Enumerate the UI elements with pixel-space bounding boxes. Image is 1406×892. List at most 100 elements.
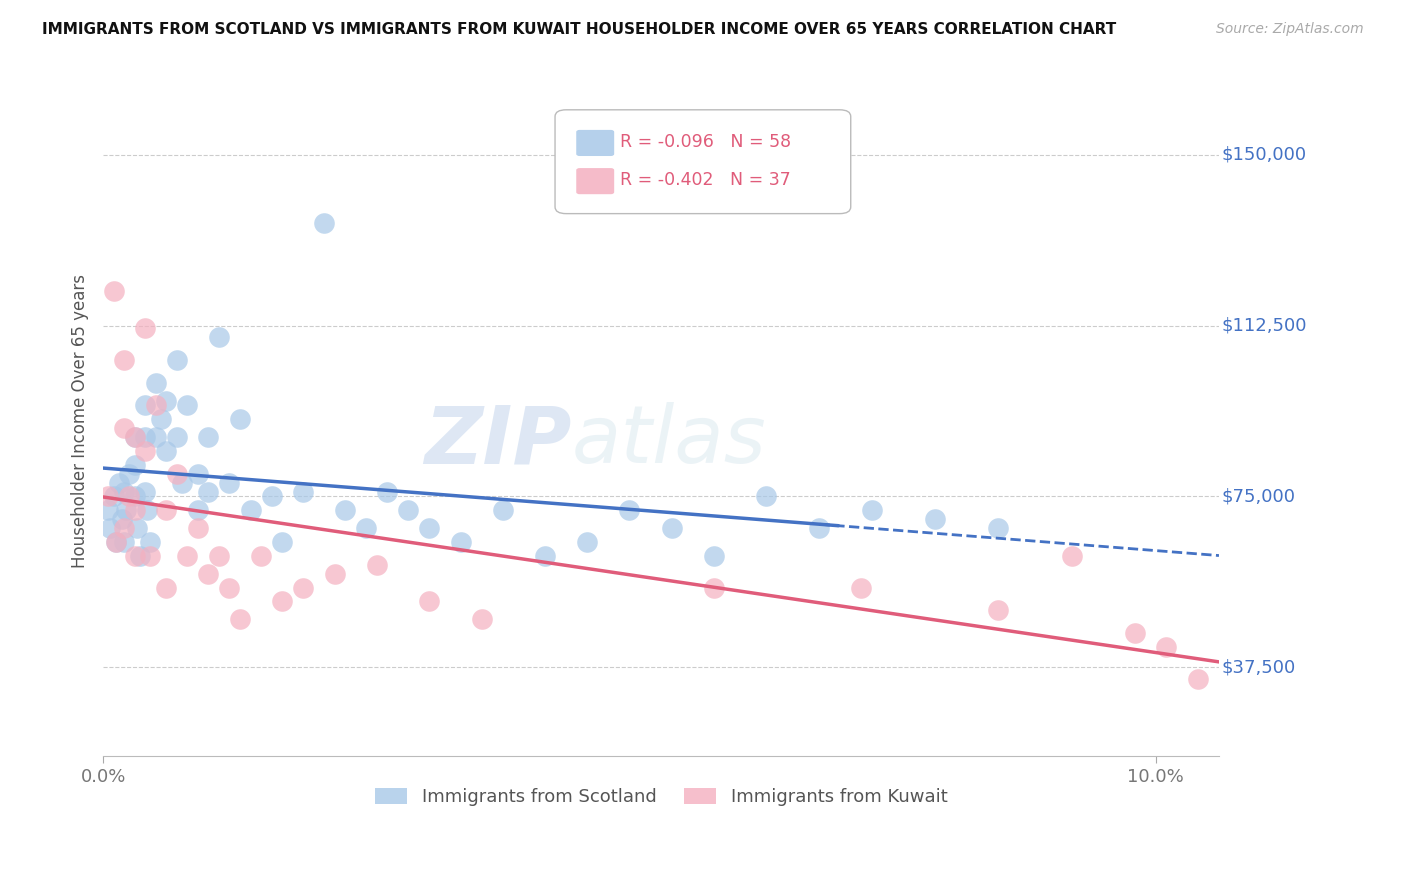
- Text: R = -0.096   N = 58: R = -0.096 N = 58: [620, 133, 792, 151]
- Point: [807, 521, 830, 535]
- Point: [166, 352, 188, 367]
- Point: [1187, 672, 1209, 686]
- Point: [176, 549, 198, 563]
- Point: [112, 521, 135, 535]
- Point: [155, 443, 177, 458]
- Point: [97, 490, 120, 504]
- Point: [229, 412, 252, 426]
- Point: [103, 285, 125, 299]
- Point: [1123, 626, 1146, 640]
- Text: ZIP: ZIP: [425, 402, 572, 481]
- Point: [396, 503, 419, 517]
- Point: [134, 484, 156, 499]
- Point: [471, 612, 494, 626]
- Point: [375, 484, 398, 499]
- Point: [166, 430, 188, 444]
- Point: [229, 612, 252, 626]
- Point: [208, 549, 231, 563]
- Point: [134, 443, 156, 458]
- Point: [703, 549, 725, 563]
- Text: Source: ZipAtlas.com: Source: ZipAtlas.com: [1216, 22, 1364, 37]
- Point: [118, 490, 141, 504]
- Point: [124, 549, 146, 563]
- Point: [924, 512, 946, 526]
- Point: [335, 503, 357, 517]
- Point: [112, 352, 135, 367]
- Point: [145, 398, 167, 412]
- Point: [314, 216, 336, 230]
- Point: [118, 467, 141, 481]
- Point: [155, 393, 177, 408]
- Point: [136, 503, 159, 517]
- Point: [218, 475, 240, 490]
- Text: $75,000: $75,000: [1222, 487, 1295, 506]
- Point: [124, 430, 146, 444]
- Point: [124, 430, 146, 444]
- Point: [150, 412, 173, 426]
- Point: [197, 566, 219, 581]
- Point: [124, 503, 146, 517]
- Point: [323, 566, 346, 581]
- Point: [492, 503, 515, 517]
- Text: $37,500: $37,500: [1222, 658, 1295, 676]
- Point: [172, 475, 194, 490]
- Text: R = -0.402   N = 37: R = -0.402 N = 37: [620, 171, 790, 189]
- Point: [108, 475, 131, 490]
- Point: [134, 398, 156, 412]
- Point: [860, 503, 883, 517]
- Point: [112, 421, 135, 435]
- Point: [239, 503, 262, 517]
- Point: [418, 521, 440, 535]
- Point: [1060, 549, 1083, 563]
- Point: [271, 535, 294, 549]
- Point: [176, 398, 198, 412]
- Point: [111, 512, 134, 526]
- Point: [134, 321, 156, 335]
- Point: [112, 484, 135, 499]
- Point: [208, 330, 231, 344]
- FancyBboxPatch shape: [555, 110, 851, 213]
- Point: [271, 594, 294, 608]
- Point: [124, 490, 146, 504]
- Point: [103, 490, 125, 504]
- Point: [139, 549, 162, 563]
- Point: [619, 503, 641, 517]
- FancyBboxPatch shape: [576, 168, 614, 194]
- Point: [260, 490, 283, 504]
- Y-axis label: Householder Income Over 65 years: Householder Income Over 65 years: [72, 274, 89, 568]
- Point: [703, 581, 725, 595]
- Point: [145, 430, 167, 444]
- Point: [104, 535, 127, 549]
- Point: [250, 549, 273, 563]
- Point: [124, 458, 146, 472]
- Point: [187, 503, 209, 517]
- Text: IMMIGRANTS FROM SCOTLAND VS IMMIGRANTS FROM KUWAIT HOUSEHOLDER INCOME OVER 65 YE: IMMIGRANTS FROM SCOTLAND VS IMMIGRANTS F…: [42, 22, 1116, 37]
- Point: [100, 521, 122, 535]
- Legend: Immigrants from Scotland, Immigrants from Kuwait: Immigrants from Scotland, Immigrants fro…: [367, 780, 955, 814]
- Point: [450, 535, 472, 549]
- Point: [187, 521, 209, 535]
- Point: [1156, 640, 1178, 654]
- Point: [292, 484, 315, 499]
- Point: [661, 521, 683, 535]
- Point: [197, 484, 219, 499]
- Point: [849, 581, 872, 595]
- Point: [356, 521, 378, 535]
- Text: $112,500: $112,500: [1222, 317, 1306, 334]
- Point: [218, 581, 240, 595]
- Point: [534, 549, 557, 563]
- Point: [129, 549, 152, 563]
- Point: [987, 521, 1010, 535]
- Text: $150,000: $150,000: [1222, 145, 1306, 164]
- Point: [155, 581, 177, 595]
- Point: [576, 535, 599, 549]
- Point: [166, 467, 188, 481]
- Point: [987, 603, 1010, 617]
- FancyBboxPatch shape: [576, 130, 614, 156]
- Point: [145, 376, 167, 390]
- Point: [755, 490, 778, 504]
- Point: [366, 558, 388, 572]
- Point: [115, 503, 138, 517]
- Point: [418, 594, 440, 608]
- Point: [197, 430, 219, 444]
